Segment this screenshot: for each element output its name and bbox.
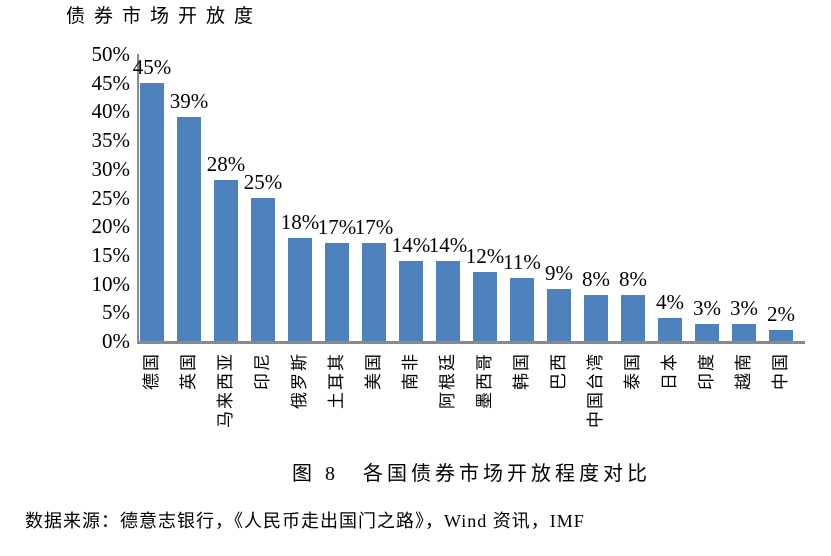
x-axis-category-label: 日本 [660,352,679,390]
bar-越南 [732,323,756,341]
bar-value-label: 17% [354,215,394,240]
x-axis-category-label: 泰国 [623,352,642,390]
x-axis-category-label: 南非 [401,352,420,390]
bar-印度 [695,323,719,341]
bar-南非 [399,260,423,341]
bar-value-label: 25% [243,169,283,194]
bar-value-label: 2% [767,301,795,326]
x-axis-category-label: 俄罗斯 [290,352,309,409]
bar-英国 [177,117,201,341]
bar-美国 [362,243,386,341]
y-axis-tick-label: 10% [91,271,131,296]
x-axis-category-label: 墨西哥 [475,352,494,409]
bar-value-label: 28% [206,152,246,177]
data-source-line: 数据来源：德意志银行，《人民币走出国门之路》，Wind 资讯，IMF [25,511,585,531]
bar-value-label: 8% [619,267,647,292]
bar-马来西亚 [214,180,238,341]
bar-value-label: 3% [730,295,758,320]
x-axis-category-label: 韩国 [512,352,531,390]
x-axis-category-label: 印尼 [253,352,272,390]
bar-value-label: 9% [545,261,573,286]
bar-印尼 [251,197,275,341]
bar-韩国 [510,277,534,341]
x-axis-category-label: 土耳其 [327,352,346,409]
bar-俄罗斯 [288,237,312,341]
y-axis-tick-label: 15% [91,242,131,267]
bar-value-label: 3% [693,295,721,320]
y-axis-tick-label: 50% [91,42,131,66]
bar-泰国 [621,295,645,341]
plot-area: 45% 39% 28% 25% 18% 17% 17% 14% 14% 12% 11% 9% 8% 8% 4… [133,54,805,344]
bar-中国台湾 [584,295,608,341]
x-axis-category-label: 英国 [179,352,198,390]
bar-value-label: 14% [428,232,468,257]
chart-title: 债券市场开放度 [66,6,263,27]
bar-墨西哥 [473,272,497,341]
bar-value-label: 18% [280,209,320,234]
x-axis-category-label: 巴西 [549,352,568,390]
bar-value-label: 17% [317,215,357,240]
bar-value-label: 12% [465,244,505,269]
x-axis-category-label: 马来西亚 [216,352,235,428]
x-axis-category-label: 阿根廷 [438,352,457,409]
y-axis: 50% 45% 40% 35% 30% 25% 20% 15% 10% 5% 0% [0,43,131,352]
bar-value-label: 11% [503,249,541,274]
bar-value-label: 8% [582,267,610,292]
bar-巴西 [547,289,571,341]
y-axis-tick-label: 30% [91,156,131,181]
x-axis-category-label: 德国 [142,352,161,390]
y-axis-tick-label: 0% [102,329,130,353]
bar-value-label: 45% [132,54,172,79]
y-axis-tick-label: 25% [91,185,131,210]
bar-阿根廷 [436,260,460,341]
y-axis-tick-label: 45% [91,70,131,95]
y-axis-tick-label: 40% [91,99,131,124]
bar-德国 [140,82,164,341]
figure-caption: 图 8 各国债券市场开放程度对比 [292,463,651,485]
bar-value-label: 39% [169,89,209,114]
bar-土耳其 [325,243,349,341]
x-axis-category-label: 中国台湾 [586,352,605,428]
x-axis-category-label: 越南 [734,352,753,390]
x-axis-category-label: 中国 [771,352,790,390]
y-axis-tick-label: 20% [91,214,131,239]
x-axis-category-label: 印度 [697,352,716,390]
bar-中国 [769,329,793,341]
x-axis-category-label: 美国 [364,352,383,390]
y-axis-tick-label: 5% [102,300,130,325]
bar-value-label: 14% [391,232,431,257]
bar-日本 [658,318,682,341]
x-axis: 德国 英国 马来西亚 印尼 俄罗斯 土耳其 美国 南非 阿根廷 墨西哥 韩国 巴西 中国台湾 泰国 日本 印度… [139,352,805,462]
y-axis-tick-label: 35% [91,128,131,153]
bar-value-label: 4% [656,290,684,315]
